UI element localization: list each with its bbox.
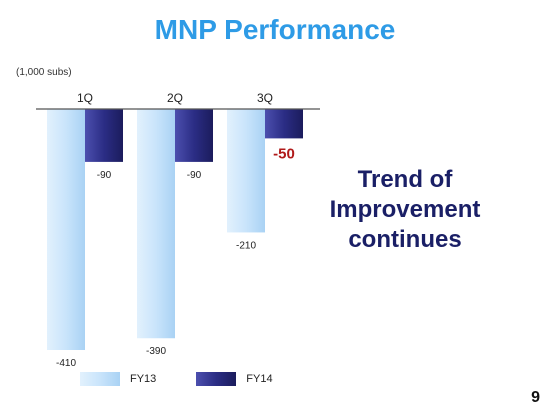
headline-line: Improvement — [329, 196, 481, 223]
category-label: 3Q — [257, 91, 273, 105]
data-label: -390 — [146, 346, 166, 357]
legend-item-fy14: FY14 — [196, 372, 273, 386]
legend-swatch-fy14 — [196, 372, 237, 386]
chart-unit-label: (1,000 subs) — [16, 67, 72, 78]
bar-fy14-2q — [175, 109, 213, 162]
headline-line: Trend of — [357, 166, 453, 193]
data-label: -210 — [236, 240, 256, 251]
headline-message: Trend of Improvement continues — [305, 165, 505, 255]
legend-swatch-fy13 — [80, 372, 120, 386]
bar-fy13-2q — [137, 109, 175, 339]
bar-fy13-3q — [227, 109, 265, 233]
slide-title: MNP Performance — [154, 14, 396, 45]
headline-line: continues — [348, 226, 462, 253]
data-label: -50 — [273, 145, 295, 162]
data-label: -90 — [97, 170, 112, 181]
bar-fy14-3q — [265, 109, 303, 139]
data-label: -90 — [187, 170, 202, 181]
bar-fy14-1q — [85, 109, 123, 162]
category-label: 2Q — [167, 91, 183, 105]
legend-label-fy14: FY14 — [246, 373, 273, 385]
data-label: -410 — [56, 358, 76, 369]
legend-label-fy13: FY13 — [130, 373, 157, 385]
legend-item-fy13: FY13 — [80, 372, 156, 386]
page-number: 9 — [531, 389, 540, 406]
category-label: 1Q — [77, 91, 93, 105]
bar-fy13-1q — [47, 109, 85, 350]
chart-legend: FY13 FY14 — [80, 372, 313, 386]
